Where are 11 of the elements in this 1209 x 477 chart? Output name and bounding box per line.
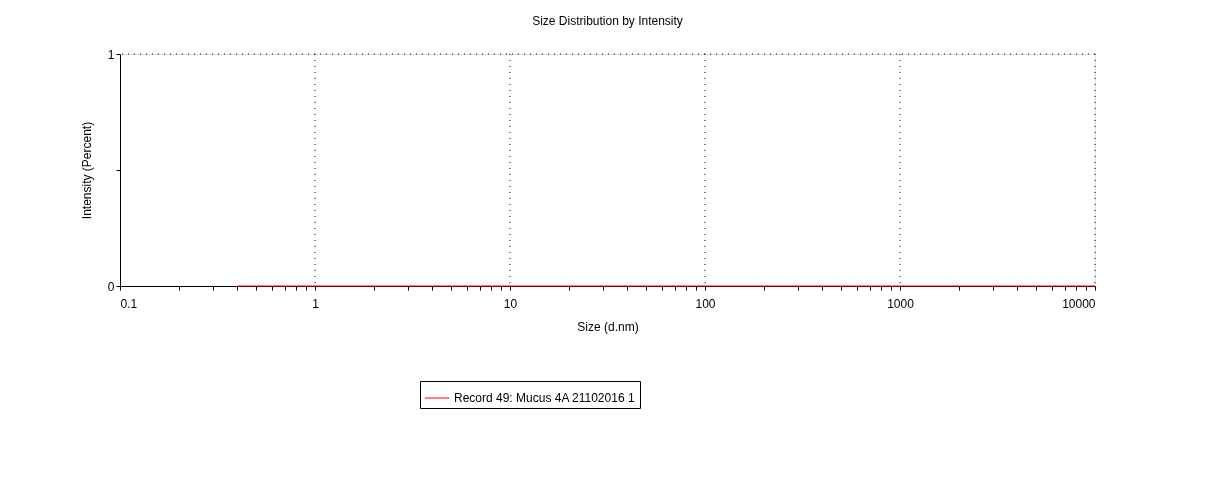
x-tick-label: 10 bbox=[503, 296, 518, 311]
x-tick-label: 1000 bbox=[887, 296, 915, 311]
x-tick-label: 100 bbox=[695, 296, 716, 311]
chart-title: Size Distribution by Intensity bbox=[532, 14, 683, 28]
x-tick-label: 10000 bbox=[1062, 296, 1096, 311]
x-axis-title: Size (d.nm) bbox=[577, 319, 639, 334]
x-tick-label: 0.1 bbox=[120, 296, 138, 311]
x-tick-label: 1 bbox=[312, 296, 320, 311]
y-tick-label: 0 bbox=[107, 279, 115, 294]
y-axis-title: Intensity (Percent) bbox=[79, 121, 94, 220]
legend-label: Record 49: Mucus 4A 21102016 1 bbox=[454, 391, 635, 405]
